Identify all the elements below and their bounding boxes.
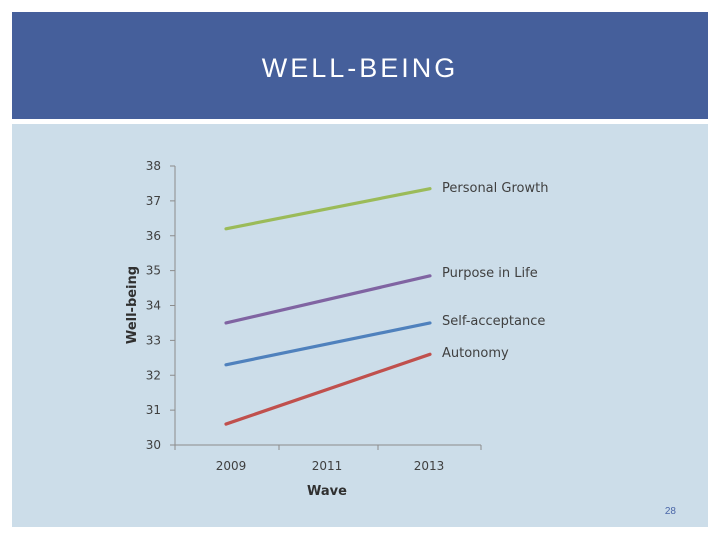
x-tick-label: 2013 <box>414 459 445 473</box>
series-label-personal-growth: Personal Growth <box>442 181 548 196</box>
series-line-personal-growth <box>224 187 432 231</box>
series-label-self-acceptance: Self-acceptance <box>442 314 545 329</box>
y-tick-label: 35 <box>146 264 161 278</box>
y-tick-label: 31 <box>146 403 161 417</box>
y-tick-label: 32 <box>146 368 161 382</box>
y-tick-label: 37 <box>146 194 161 208</box>
series-line-self-acceptance <box>224 321 432 367</box>
series-line-autonomy <box>224 352 432 426</box>
y-axis-title: Well-being <box>125 266 140 344</box>
x-tick-label: 2009 <box>216 459 247 473</box>
x-axis-title: Wave <box>307 484 347 499</box>
page-number: 28 <box>664 506 676 517</box>
y-tick-label: 38 <box>146 159 161 173</box>
series-label-autonomy: Autonomy <box>442 346 509 361</box>
series-label-purpose-in-life: Purpose in Life <box>442 266 538 281</box>
chart-panel <box>12 124 708 527</box>
header-bar <box>12 12 708 119</box>
y-tick-label: 33 <box>146 333 161 347</box>
y-tick-label: 30 <box>146 438 161 452</box>
series-line-purpose-in-life <box>224 274 432 325</box>
y-tick-label: 34 <box>146 299 161 313</box>
y-tick-label: 36 <box>146 229 161 243</box>
x-tick-label: 2011 <box>312 459 343 473</box>
slide-title: WELL-BEING <box>261 53 459 83</box>
